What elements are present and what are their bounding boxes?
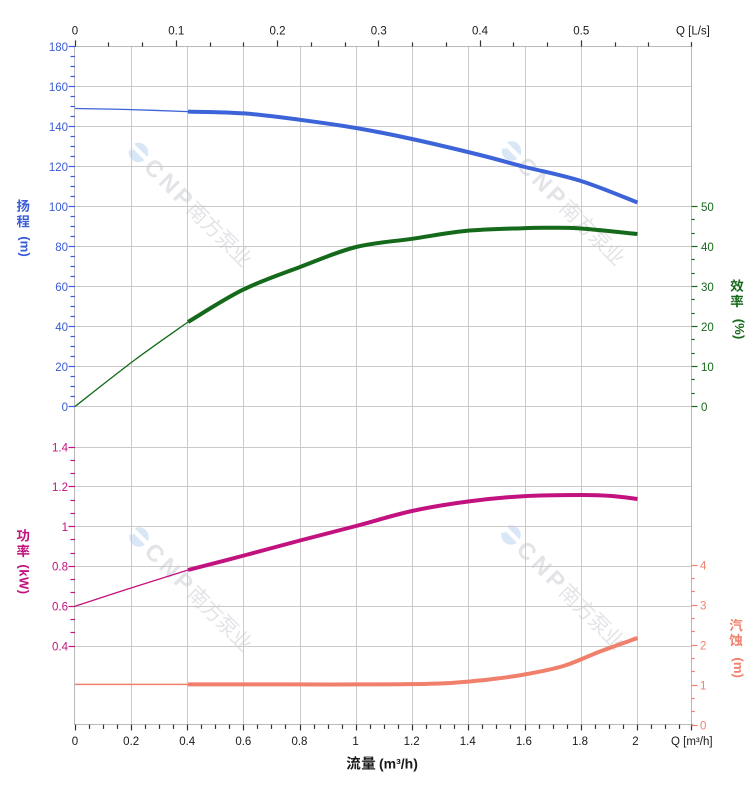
svg-text:Q [m³/h]: Q [m³/h] — [671, 736, 713, 748]
svg-text:0.8: 0.8 — [291, 736, 307, 748]
svg-text:120: 120 — [49, 162, 68, 174]
svg-text:140: 140 — [49, 122, 68, 134]
svg-text:0.1: 0.1 — [168, 26, 184, 38]
svg-text:1: 1 — [700, 680, 706, 692]
svg-text:0: 0 — [700, 720, 706, 732]
svg-text:0.6: 0.6 — [235, 736, 251, 748]
svg-text:100: 100 — [49, 202, 68, 214]
svg-text:1.2: 1.2 — [52, 482, 68, 494]
svg-text:0.8: 0.8 — [52, 562, 68, 574]
svg-text:0.6: 0.6 — [52, 602, 68, 614]
svg-text:(m): (m) — [18, 236, 33, 257]
svg-text:0: 0 — [701, 402, 707, 414]
svg-text:1.4: 1.4 — [52, 442, 69, 454]
svg-text:0: 0 — [72, 26, 78, 38]
svg-text:(m³/h): (m³/h) — [379, 755, 418, 771]
svg-text:0.2: 0.2 — [123, 736, 139, 748]
svg-text:3: 3 — [700, 600, 706, 612]
svg-text:30: 30 — [701, 282, 714, 294]
svg-text:40: 40 — [55, 322, 68, 334]
svg-text:40: 40 — [701, 242, 714, 254]
svg-text:4: 4 — [700, 560, 707, 572]
svg-text:1: 1 — [352, 736, 358, 748]
svg-text:1.2: 1.2 — [404, 736, 420, 748]
svg-text:1.4: 1.4 — [460, 736, 477, 748]
svg-text:0.3: 0.3 — [371, 26, 387, 38]
svg-text:60: 60 — [55, 282, 68, 294]
svg-text:0.2: 0.2 — [270, 26, 286, 38]
svg-text:2: 2 — [700, 640, 706, 652]
svg-text:20: 20 — [55, 362, 68, 374]
svg-text:0: 0 — [62, 402, 68, 414]
svg-text:50: 50 — [701, 202, 714, 214]
svg-text:0: 0 — [72, 736, 78, 748]
svg-text:0.4: 0.4 — [179, 736, 196, 748]
svg-text:160: 160 — [49, 82, 68, 94]
svg-text:0.5: 0.5 — [573, 26, 589, 38]
svg-text:1: 1 — [62, 522, 68, 534]
svg-text:2: 2 — [632, 736, 638, 748]
svg-text:0.4: 0.4 — [52, 641, 69, 653]
svg-text:80: 80 — [55, 242, 68, 254]
svg-text:0.4: 0.4 — [472, 26, 489, 38]
svg-text:10: 10 — [701, 362, 714, 374]
svg-text:(kW): (kW) — [17, 564, 32, 594]
svg-text:Q [L/s]: Q [L/s] — [676, 26, 710, 38]
svg-text:1.8: 1.8 — [572, 736, 588, 748]
svg-text:180: 180 — [49, 42, 68, 54]
svg-text:(m): (m) — [731, 657, 746, 678]
svg-text:20: 20 — [701, 322, 714, 334]
svg-text:(%): (%) — [732, 319, 747, 340]
svg-text:1.6: 1.6 — [516, 736, 532, 748]
